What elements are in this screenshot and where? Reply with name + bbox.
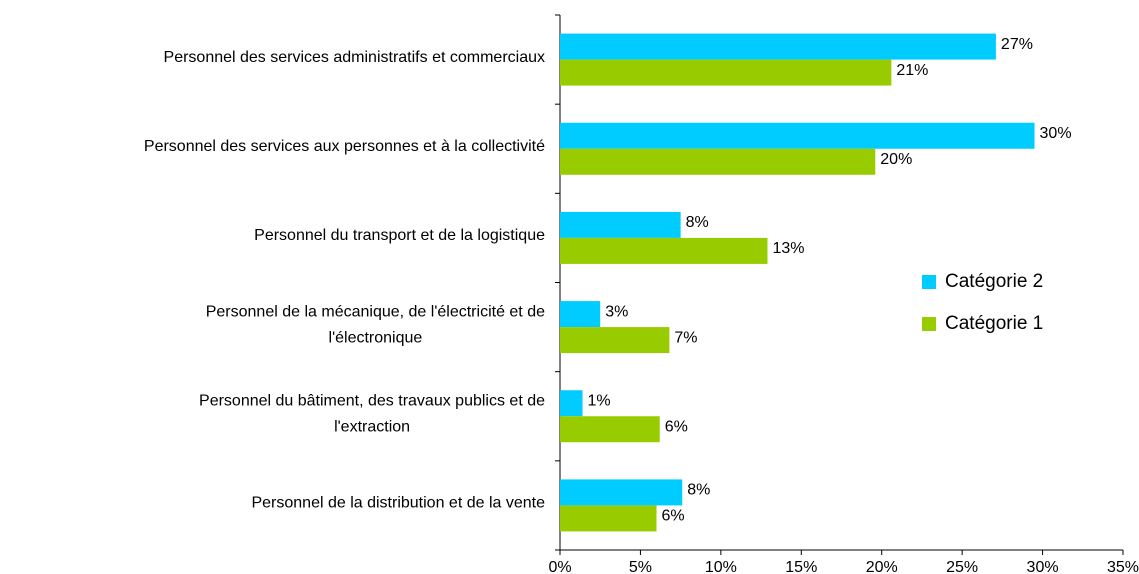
bar: [560, 237, 768, 264]
value-label: 8%: [687, 482, 710, 499]
value-label: 20%: [880, 151, 912, 168]
bar: [560, 211, 681, 238]
bar: [560, 33, 996, 60]
x-tick-label: 35%: [1107, 559, 1139, 574]
x-tick-label: 20%: [866, 559, 898, 574]
legend-label: Catégorie 2: [945, 271, 1043, 292]
bar: [560, 416, 660, 443]
category-label: Personnel de la distribution et de la ve…: [251, 495, 545, 512]
bar: [560, 479, 683, 506]
value-label: 21%: [896, 62, 928, 79]
category-label: Personnel de la mécanique, de l'électric…: [206, 303, 545, 320]
x-tick-label: 0%: [548, 559, 571, 574]
bar: [560, 122, 1035, 149]
value-label: 8%: [686, 214, 709, 231]
category-label: Personnel du transport et de la logistiq…: [254, 227, 545, 244]
bar: [560, 327, 670, 354]
value-label: 6%: [662, 508, 685, 525]
value-label: 3%: [605, 303, 628, 320]
x-tick-label: 5%: [629, 559, 652, 574]
x-tick-label: 30%: [1027, 559, 1059, 574]
value-label: 6%: [665, 418, 688, 435]
bar: [560, 148, 876, 175]
bar: [560, 59, 892, 86]
category-label: Personnel des services aux personnes et …: [144, 138, 545, 155]
legend-label: Catégorie 1: [945, 313, 1043, 334]
value-label: 7%: [674, 329, 697, 346]
category-label: l'extraction: [334, 418, 410, 435]
legend-swatch: [922, 275, 936, 289]
value-label: 13%: [773, 240, 805, 257]
category-label: l'électronique: [329, 329, 423, 346]
bar: [560, 390, 583, 417]
value-label: 30%: [1040, 125, 1072, 142]
bar: [560, 505, 657, 532]
x-tick-label: 15%: [785, 559, 817, 574]
x-tick-label: 25%: [946, 559, 978, 574]
category-label: Personnel des services administratifs et…: [164, 49, 545, 66]
category-label: Personnel du bâtiment, des travaux publi…: [199, 392, 545, 409]
value-label: 1%: [588, 392, 611, 409]
x-tick-label: 10%: [705, 559, 737, 574]
legend-swatch: [922, 317, 936, 331]
value-label: 27%: [1001, 36, 1033, 53]
bar: [560, 301, 601, 328]
